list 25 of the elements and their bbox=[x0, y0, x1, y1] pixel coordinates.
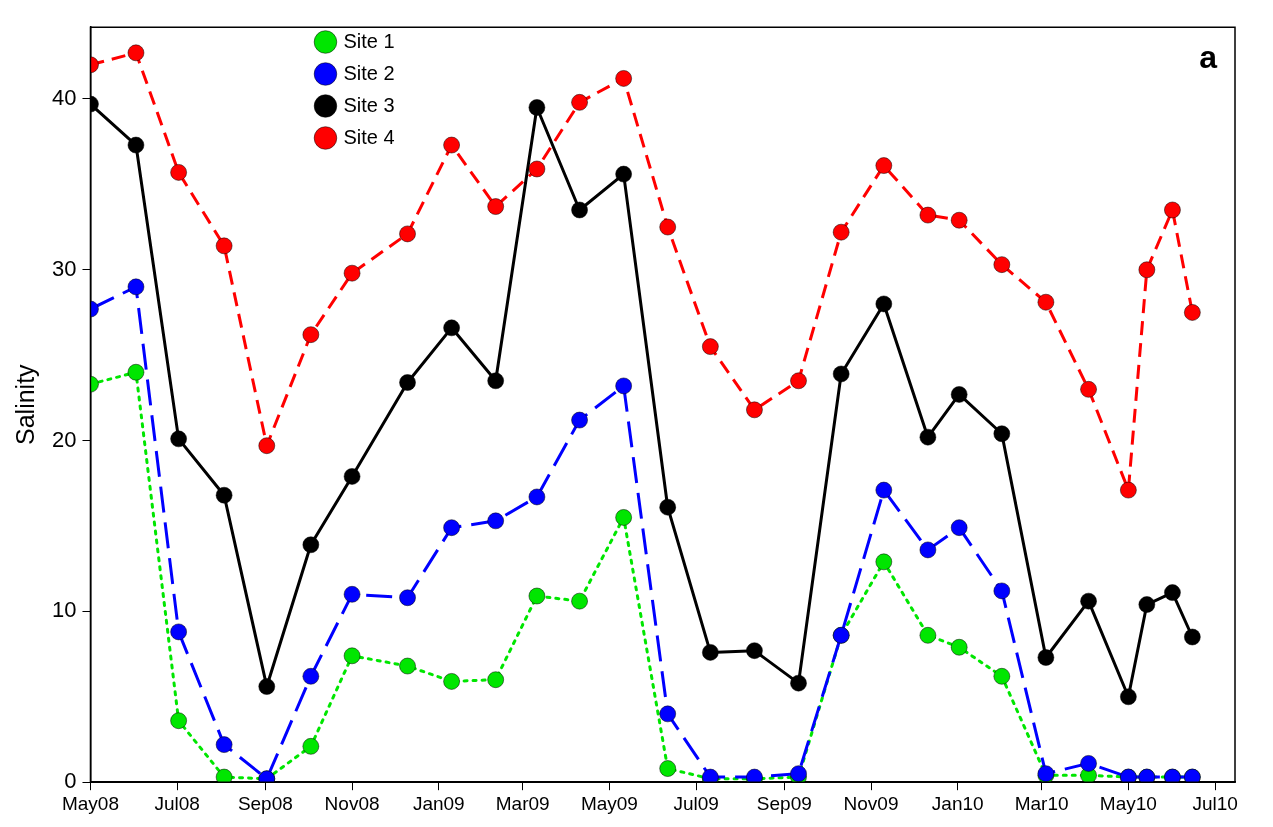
x-tick-label: Sep09 bbox=[756, 792, 812, 814]
y-tick-label: 10 bbox=[51, 597, 77, 623]
legend-label: Site 1 bbox=[343, 29, 395, 52]
y-tick-label: 0 bbox=[64, 768, 77, 794]
x-tick-label: Nov08 bbox=[324, 792, 380, 814]
x-tick-label: May08 bbox=[61, 792, 119, 814]
x-tick-label: Mar10 bbox=[1014, 792, 1069, 814]
y-tick-label: 40 bbox=[51, 85, 77, 110]
x-tick-label: Mar09 bbox=[495, 792, 550, 814]
legend-label: Site 4 bbox=[343, 125, 395, 148]
x-tick-label: Jul10 bbox=[1192, 792, 1238, 814]
legend-label: Site 3 bbox=[343, 93, 395, 116]
x-tick-label: Jan10 bbox=[931, 792, 984, 814]
x-tick-label: Jan09 bbox=[412, 792, 465, 814]
annotation: a bbox=[1199, 39, 1218, 76]
legend-label: Site 2 bbox=[343, 61, 395, 84]
x-tick-label: May10 bbox=[1099, 792, 1157, 814]
x-tick-label: Jul08 bbox=[154, 792, 200, 814]
y-axis-title: Salinity bbox=[10, 363, 39, 445]
x-tick-label: Nov09 bbox=[843, 792, 899, 814]
y-tick-label: 30 bbox=[51, 255, 77, 281]
y-tick-label: 20 bbox=[51, 426, 77, 452]
x-tick-label: Sep08 bbox=[237, 792, 293, 814]
x-tick-label: May09 bbox=[580, 792, 638, 814]
x-tick-label: Jul09 bbox=[673, 792, 719, 814]
